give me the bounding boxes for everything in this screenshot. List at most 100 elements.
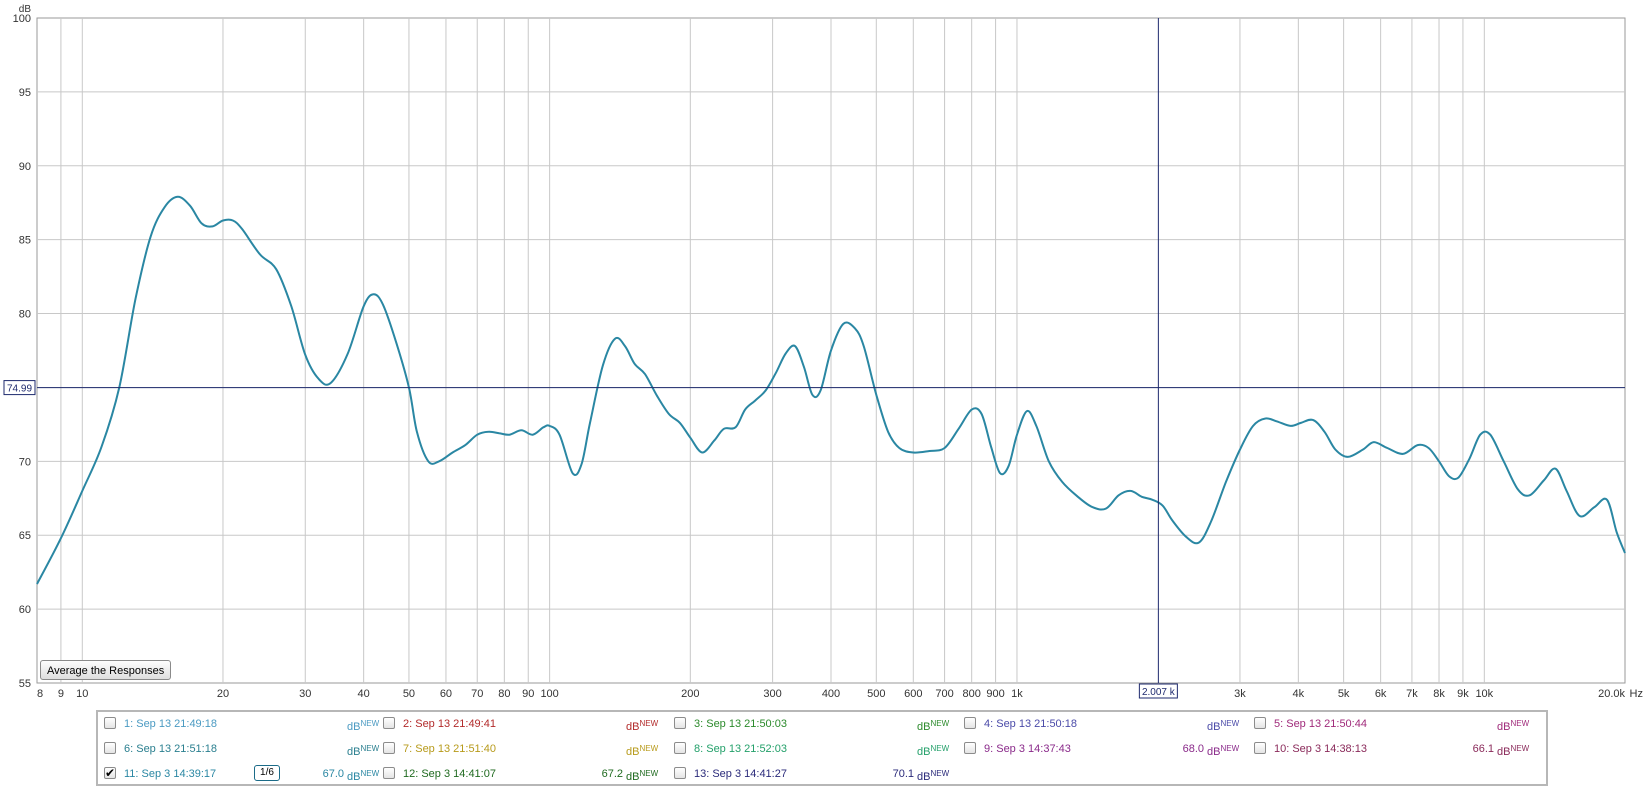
legend-unit: dBNEW: [626, 765, 658, 786]
x-tick-label: 20: [217, 688, 229, 700]
y-axis-label: dB: [19, 4, 32, 15]
legend-checkbox[interactable]: [1254, 742, 1266, 754]
y-tick-label: 80: [19, 309, 31, 321]
legend-label: 4: Sep 13 21:50:18: [984, 718, 1077, 730]
y-tick-label: 100: [13, 13, 31, 25]
legend-item[interactable]: 6: Sep 13 21:51:18 dBNEW: [104, 740, 384, 758]
x-tick-label: 3k: [1234, 688, 1246, 700]
legend-unit-new: NEW: [1510, 719, 1530, 728]
x-tick-label: 80: [498, 688, 510, 700]
response-curve: [36, 195, 1626, 585]
legend-item[interactable]: 13: Sep 3 14:41:27 70.1 dBNEW: [674, 765, 954, 783]
x-tick-label: 600: [904, 688, 922, 700]
legend-checkbox[interactable]: [383, 742, 395, 754]
legend-unit-db: dB: [1207, 746, 1221, 758]
legend-unit-new: NEW: [360, 744, 380, 753]
legend-label: 8: Sep 13 21:52:03: [694, 743, 787, 755]
x-tick-label: 6k: [1375, 688, 1387, 700]
y-tick-label: 70: [19, 456, 31, 468]
legend-item[interactable]: 9: Sep 3 14:37:43 68.0 dBNEW: [964, 740, 1244, 758]
legend-item[interactable]: ✔ 11: Sep 3 14:39:17 1/6 67.0 dBNEW: [104, 765, 384, 783]
x-tick-label: 8k: [1433, 688, 1445, 700]
x-tick-label: 500: [867, 688, 885, 700]
legend-checkbox[interactable]: [383, 717, 395, 729]
y-tick-label: 90: [19, 161, 31, 173]
legend-label: 1: Sep 13 21:49:18: [124, 718, 217, 730]
x-tick-label: 50: [403, 688, 415, 700]
legend-unit: dBNEW: [347, 740, 379, 761]
legend-unit: dBNEW: [626, 740, 658, 761]
y-tick-label: 85: [19, 235, 31, 247]
legend-unit: dBNEW: [1497, 715, 1529, 736]
legend-checkbox[interactable]: [674, 767, 686, 779]
legend-item[interactable]: 1: Sep 13 21:49:18 dBNEW: [104, 715, 384, 733]
legend-unit-db: dB: [917, 771, 931, 783]
legend-checkbox[interactable]: [104, 717, 116, 729]
legend-unit-new: NEW: [1220, 744, 1240, 753]
x-axis-unit: Hz: [1630, 688, 1643, 700]
legend-checkbox[interactable]: [104, 742, 116, 754]
y-tick-label: 60: [19, 604, 31, 616]
legend-unit-new: NEW: [930, 719, 950, 728]
legend-unit: dBNEW: [917, 765, 949, 786]
x-tick-label: 90: [522, 688, 534, 700]
legend-item[interactable]: 2: Sep 13 21:49:41 dBNEW: [383, 715, 663, 733]
legend-checkbox[interactable]: [964, 717, 976, 729]
legend-value: 67.2: [601, 768, 623, 780]
legend-item[interactable]: 5: Sep 13 21:50:44 dBNEW: [1254, 715, 1534, 733]
legend-label: 3: Sep 13 21:50:03: [694, 718, 787, 730]
legend-unit-new: NEW: [639, 744, 659, 753]
x-tick-label: 100: [540, 688, 558, 700]
x-tick-label: 70: [471, 688, 483, 700]
legend-unit-db: dB: [1497, 721, 1511, 733]
legend-unit: dBNEW: [1207, 715, 1239, 736]
legend-checkbox[interactable]: [964, 742, 976, 754]
legend-unit-new: NEW: [360, 769, 380, 778]
x-tick-label: 8: [37, 688, 43, 700]
legend-label: 9: Sep 3 14:37:43: [984, 743, 1071, 755]
legend-item[interactable]: 3: Sep 13 21:50:03 dBNEW: [674, 715, 954, 733]
legend-item[interactable]: 7: Sep 13 21:51:40 dBNEW: [383, 740, 663, 758]
frequency-response-chart[interactable]: 556065707580859095100dB89102030405060708…: [0, 0, 1644, 705]
x-tick-label: 700: [935, 688, 953, 700]
legend-unit-db: dB: [347, 746, 361, 758]
legend-label: 10: Sep 3 14:38:13: [1274, 743, 1367, 755]
legend-unit: dBNEW: [347, 765, 379, 786]
legend-checkbox[interactable]: [383, 767, 395, 779]
y-tick-label: 95: [19, 87, 31, 99]
x-tick-label: 40: [358, 688, 370, 700]
legend-checkbox[interactable]: [674, 742, 686, 754]
legend-value: 66.1: [1472, 743, 1494, 755]
legend-unit-new: NEW: [360, 719, 380, 728]
cursor-x-readout-box: [1138, 683, 1178, 699]
legend-unit-db: dB: [1497, 746, 1511, 758]
legend-unit: dBNEW: [626, 715, 658, 736]
legend-item[interactable]: 10: Sep 3 14:38:13 66.1 dBNEW: [1254, 740, 1534, 758]
legend-label: 5: Sep 13 21:50:44: [1274, 718, 1367, 730]
legend-unit: dBNEW: [1207, 740, 1239, 761]
legend-value: 68.0: [1182, 743, 1204, 755]
legend-unit-new: NEW: [1510, 744, 1530, 753]
legend-label: 13: Sep 3 14:41:27: [694, 768, 787, 780]
smoothing-button[interactable]: 1/6: [254, 765, 280, 781]
legend-unit-db: dB: [347, 721, 361, 733]
legend-unit-new: NEW: [930, 744, 950, 753]
average-responses-button[interactable]: Average the Responses: [40, 660, 172, 680]
x-tick-label: 5k: [1338, 688, 1350, 700]
legend-item[interactable]: 8: Sep 13 21:52:03 dBNEW: [674, 740, 954, 758]
legend-unit-db: dB: [626, 721, 640, 733]
legend-unit-new: NEW: [639, 719, 659, 728]
legend-checkbox[interactable]: ✔: [104, 766, 116, 780]
legend-unit-db: dB: [917, 746, 931, 758]
legend-checkbox[interactable]: [1254, 717, 1266, 729]
x-tick-label: 30: [299, 688, 311, 700]
legend-unit-db: dB: [917, 721, 931, 733]
legend-item[interactable]: 12: Sep 3 14:41:07 67.2 dBNEW: [383, 765, 663, 783]
legend-unit-db: dB: [1207, 721, 1221, 733]
legend-checkbox[interactable]: [674, 717, 686, 729]
legend-value: 70.1: [892, 768, 914, 780]
legend-unit: dBNEW: [917, 715, 949, 736]
legend-unit-db: dB: [626, 771, 640, 783]
legend-item[interactable]: 4: Sep 13 21:50:18 dBNEW: [964, 715, 1244, 733]
x-tick-label: 1k: [1011, 688, 1023, 700]
